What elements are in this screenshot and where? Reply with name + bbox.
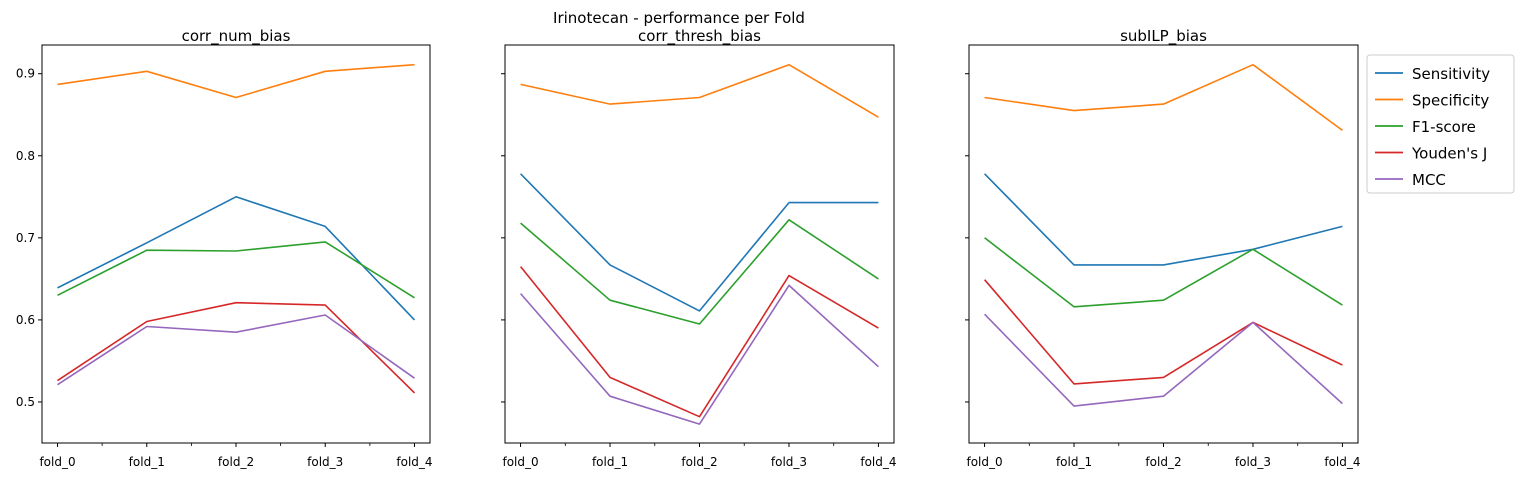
figure-suptitle: Irinotecan - performance per Fold (553, 9, 805, 27)
x-tick-label: fold_1 (1056, 455, 1092, 469)
y-tick-label: 0.8 (16, 149, 35, 163)
y-tick-label: 0.7 (16, 231, 35, 245)
legend: Sensitivity Specificity F1-score Youden's J… (1366, 54, 1515, 194)
series-line-specificity (57, 63, 415, 99)
x-tick-label: fold_4 (1324, 455, 1360, 469)
axes-frame (41, 44, 431, 444)
x-tick-label: fold_4 (396, 455, 432, 469)
panel-subILP_bias: subILP_bias fold_0 fold_1 fold_2 fold_3 fold_… (965, 27, 1361, 469)
x-tick-label: fold_1 (129, 455, 165, 469)
panel-corr_num_bias: corr_num_bias 0.5 0.6 0.7 0.8 0.9 fold_0 fold_1… (16, 27, 433, 469)
x-tick-label: fold_0 (966, 455, 1002, 469)
y-tick-label: 0.6 (16, 313, 35, 327)
series-line-youden-s-j (519, 266, 879, 418)
series-line-f1-score (984, 237, 1343, 308)
y-tick-label: 0.5 (16, 395, 35, 409)
panels: corr_num_bias 0.5 0.6 0.7 0.8 0.9 fold_0 fold_1… (16, 27, 1361, 469)
series-line-f1-score (520, 219, 879, 325)
series-line-specificity (520, 63, 879, 118)
series-line-mcc (57, 314, 415, 386)
series-line-mcc (984, 313, 1343, 407)
series-line-youden-s-j (57, 301, 416, 394)
x-tick-label: fold_2 (681, 455, 717, 469)
series-line-sensitivity (520, 173, 879, 312)
series-line-mcc (519, 284, 879, 425)
legend-label: Youden's J (1411, 145, 1487, 163)
x-tick-label: fold_4 (860, 455, 896, 469)
panel-corr_thresh_bias: corr_thresh_bias fold_0 fold_1 fold_2 fold_3… (501, 27, 897, 469)
panel-title: subILP_bias (1120, 27, 1207, 46)
series-line-specificity (984, 63, 1343, 131)
y-tick-label: 0.9 (16, 67, 35, 81)
x-tick-label: fold_2 (218, 455, 254, 469)
series-line-sensitivity (57, 196, 416, 321)
x-tick-label: fold_3 (1235, 455, 1271, 469)
panel-title: corr_thresh_bias (638, 27, 761, 46)
x-tick-label: fold_0 (502, 455, 538, 469)
legend-label: Specificity (1412, 92, 1489, 110)
x-tick-label: fold_0 (39, 455, 75, 469)
panel-title: corr_num_bias (182, 27, 291, 46)
x-tick-label: fold_3 (307, 455, 343, 469)
axes-frame (504, 44, 895, 444)
legend-label: Sensitivity (1412, 65, 1490, 83)
series-line-youden-s-j (983, 279, 1343, 385)
series-line-f1-score (57, 241, 415, 299)
x-tick-label: fold_2 (1145, 455, 1181, 469)
legend-box (1366, 54, 1515, 194)
legend-label: MCC (1412, 171, 1446, 189)
series-line-sensitivity (984, 173, 1343, 266)
x-tick-label: fold_1 (592, 455, 628, 469)
x-tick-label: fold_3 (771, 455, 807, 469)
legend-label: F1-score (1412, 118, 1476, 136)
